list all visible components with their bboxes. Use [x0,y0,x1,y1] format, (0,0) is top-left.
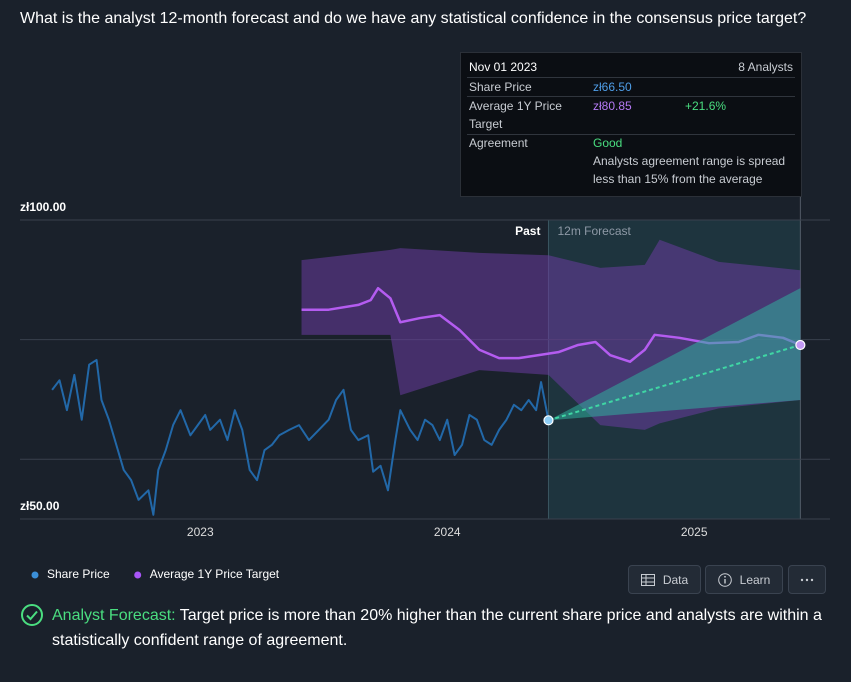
more-button[interactable] [788,565,826,594]
table-icon [640,573,655,586]
tooltip: Nov 01 2023 8 Analysts Share Price zł66.… [460,52,802,197]
y-tick-label: zł50.00 [20,499,60,513]
footer-text: Target price is more than 20% higher tha… [52,607,822,649]
question: What is the analyst 12-month forecast an… [20,10,807,27]
legend-label: Average 1Y Price Target [150,567,280,581]
tooltip-date: Nov 01 2023 [469,60,538,74]
more-icon [800,578,814,581]
x-tick-label: 2025 [681,525,708,539]
legend-marker [31,571,39,579]
forecast-label: 12m Forecast [557,224,631,238]
legend-marker [134,571,142,579]
forecast-range [548,288,801,421]
tooltip-value: Good [593,136,623,150]
tooltip-value: zł80.85 [593,99,632,113]
tooltip-value: zł66.50 [593,80,632,94]
info-icon [717,572,732,587]
footer: Analyst Forecast: Target price is more t… [52,603,832,653]
tooltip-label: Average 1Y Price Target [469,99,562,131]
footer-lead: Analyst Forecast: [52,607,176,624]
legend-label: Share Price [47,567,110,581]
button-label: Learn [739,572,771,587]
tooltip-note: Analysts agreement range is spread less … [593,154,786,186]
tooltip-label: Agreement [469,136,528,150]
button-label: Data [662,572,689,587]
end-point [543,415,554,426]
check-icon [21,604,43,626]
x-tick-label: 2023 [187,525,214,539]
tooltip-label: Share Price [469,80,532,94]
end-point [795,339,806,351]
learn-button[interactable]: Learn [705,565,783,594]
x-tick-label: 2024 [434,525,461,539]
tooltip-change: +21.6% [685,99,727,113]
forecast-line [548,344,801,422]
data-button[interactable]: Data [628,565,701,594]
y-tick-label: zł100.00 [20,200,66,214]
series-line [51,358,550,516]
past-label: Past [515,224,540,238]
tooltip-analysts: 8 Analysts [738,60,793,74]
